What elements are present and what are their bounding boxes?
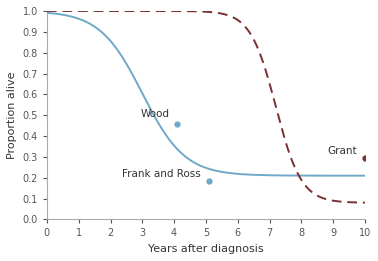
Text: Frank and Ross: Frank and Ross <box>122 169 201 179</box>
Y-axis label: Proportion alive: Proportion alive <box>7 72 17 159</box>
X-axis label: Years after diagnosis: Years after diagnosis <box>148 244 264 254</box>
Text: Grant: Grant <box>327 146 357 156</box>
Text: Wood: Wood <box>140 109 169 119</box>
